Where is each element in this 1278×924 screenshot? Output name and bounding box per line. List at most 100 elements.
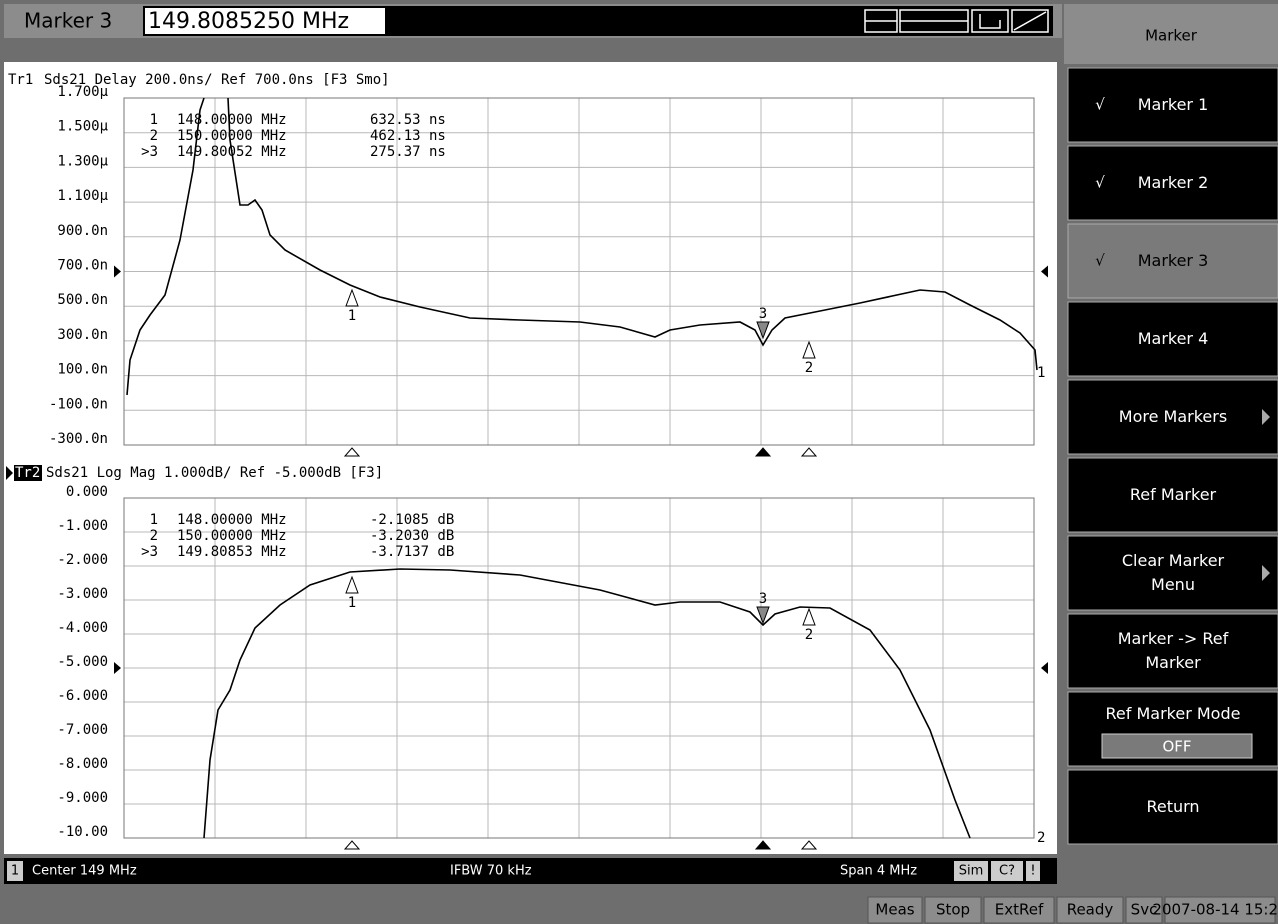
softkey-label[interactable]: More Markers bbox=[1118, 407, 1228, 426]
ref-arrow bbox=[1041, 265, 1048, 278]
softkey[interactable] bbox=[1067, 613, 1278, 689]
end-label: 1 bbox=[1037, 365, 1045, 381]
softkey-label-box: Clear Marker Menu bbox=[1121, 551, 1225, 594]
status-text: Stop bbox=[936, 901, 970, 919]
marker-freq: 148.00000 MHz bbox=[177, 512, 287, 528]
trace-badge: Tr1 bbox=[8, 72, 33, 88]
scale-label: -100.0n bbox=[49, 396, 108, 412]
scale-label: -4.000 bbox=[57, 620, 108, 636]
softkey-label-box: Marker 4 bbox=[1137, 329, 1209, 348]
trace-title: Sds21 Delay 200.0ns/ Ref 700.0ns [F3 Smo… bbox=[44, 72, 390, 88]
marker-value: 275.37 ns bbox=[370, 144, 446, 160]
marker-id: 2 bbox=[150, 528, 158, 544]
softkey[interactable] bbox=[1067, 379, 1278, 455]
flag: Sim bbox=[959, 864, 984, 879]
status-cell bbox=[1164, 896, 1276, 924]
scale-label: 500.0n bbox=[57, 292, 108, 308]
marker-freq: 149.80853 MHz bbox=[177, 544, 287, 560]
softkey[interactable] bbox=[1067, 301, 1278, 377]
marker-symbol bbox=[756, 321, 770, 340]
softkey[interactable] bbox=[1067, 145, 1278, 221]
softkey[interactable] bbox=[1067, 535, 1278, 611]
softkey-label[interactable]: Ref Marker Mode bbox=[1105, 704, 1241, 723]
status-text: Svc bbox=[1131, 901, 1158, 919]
marker-id: 1 bbox=[150, 512, 158, 528]
ref-arrow bbox=[114, 265, 121, 278]
softkey[interactable] bbox=[1067, 457, 1278, 533]
marker-freq: 150.00000 MHz bbox=[177, 128, 287, 144]
marker-id: 2 bbox=[150, 128, 158, 144]
softkey-label[interactable]: Marker 2 bbox=[1137, 173, 1209, 192]
flag-box bbox=[1026, 861, 1040, 881]
badge-box bbox=[14, 465, 42, 481]
marker-value: 632.53 ns bbox=[370, 112, 446, 128]
span: Span 4 MHz bbox=[840, 864, 917, 879]
softkey-label[interactable]: Marker -> Ref Marker bbox=[1117, 629, 1229, 672]
marker-symbol bbox=[802, 340, 816, 359]
check-mark: √ bbox=[1095, 96, 1105, 114]
end-label: 2 bbox=[1037, 830, 1045, 846]
scale-label: 1.300µ bbox=[57, 153, 108, 169]
trace-title: Sds21 Log Mag 1.000dB/ Ref -5.000dB [F3] bbox=[46, 465, 383, 481]
marker-number: 1 bbox=[348, 308, 356, 324]
marker-tick bbox=[343, 447, 361, 457]
scale-label: -9.000 bbox=[57, 790, 108, 806]
softkey-label[interactable]: Return bbox=[1146, 797, 1200, 816]
softkey-label-box: Ref Marker Mode bbox=[1105, 704, 1241, 723]
scale-label: 1.700µ bbox=[57, 84, 108, 100]
softkey-label-box: Ref Marker bbox=[1129, 485, 1217, 504]
softkey[interactable] bbox=[1067, 67, 1278, 143]
softkey-label-box: Marker -> Ref Marker bbox=[1117, 629, 1229, 672]
status-bar bbox=[4, 858, 1057, 884]
marker-tick bbox=[754, 840, 772, 850]
softkey-label-box: More Markers bbox=[1118, 407, 1228, 426]
marker-id: >3 bbox=[141, 144, 158, 160]
marker-number: 3 bbox=[759, 591, 767, 607]
scale-label: -3.000 bbox=[57, 586, 108, 602]
entry-icons bbox=[864, 9, 1049, 33]
marker-value: 462.13 ns bbox=[370, 128, 446, 144]
scale-label: 700.0n bbox=[57, 258, 108, 274]
mode-value: OFF bbox=[1162, 738, 1191, 756]
marker-symbol bbox=[345, 288, 359, 307]
marker-number: 1 bbox=[348, 595, 356, 611]
plot-area bbox=[4, 62, 1057, 854]
marker-tick bbox=[800, 840, 818, 850]
marker-tick bbox=[754, 447, 772, 457]
marker-freq: 148.00000 MHz bbox=[177, 112, 287, 128]
status-cell bbox=[1125, 896, 1163, 924]
marker-symbol bbox=[756, 606, 770, 625]
entry-value[interactable]: 149.8085250 MHz bbox=[148, 9, 349, 34]
softkey[interactable] bbox=[1067, 769, 1278, 845]
scale-label: 300.0n bbox=[57, 327, 108, 343]
softkey-label[interactable]: Clear Marker Menu bbox=[1121, 551, 1225, 594]
status-text: Meas bbox=[875, 901, 914, 919]
scale-label: -6.000 bbox=[57, 688, 108, 704]
flag-box bbox=[954, 861, 988, 881]
softkey-label[interactable]: Marker 3 bbox=[1137, 251, 1209, 270]
flag: ! bbox=[1030, 864, 1035, 879]
softkey-label-box: Return bbox=[1146, 797, 1200, 816]
entry-highlight bbox=[145, 8, 385, 34]
softkey-label[interactable]: Marker 4 bbox=[1137, 329, 1209, 348]
ref-arrow bbox=[114, 662, 121, 674]
scale-label: 100.0n bbox=[57, 362, 108, 378]
scale-label: -5.000 bbox=[57, 654, 108, 670]
trace-1 bbox=[126, 97, 1038, 396]
softkey[interactable] bbox=[1067, 223, 1278, 299]
softkey-label-box: Marker 1 bbox=[1137, 95, 1209, 114]
scale-label: 900.0n bbox=[57, 223, 108, 239]
mode-box bbox=[1101, 733, 1253, 759]
marker-value: -3.7137 dB bbox=[370, 544, 454, 560]
status-cell bbox=[867, 896, 923, 924]
flag-box bbox=[991, 861, 1023, 881]
softkey-label[interactable]: Marker 1 bbox=[1137, 95, 1209, 114]
status-cell bbox=[924, 896, 982, 924]
scale-label: 1.100µ bbox=[57, 188, 108, 204]
marker-value: -2.1085 dB bbox=[370, 512, 454, 528]
softkey-label[interactable]: Ref Marker bbox=[1129, 485, 1217, 504]
softkey-title: Marker bbox=[1145, 27, 1198, 45]
scale-label: 0.000 bbox=[66, 484, 108, 500]
scale-label: -10.00 bbox=[57, 824, 108, 840]
